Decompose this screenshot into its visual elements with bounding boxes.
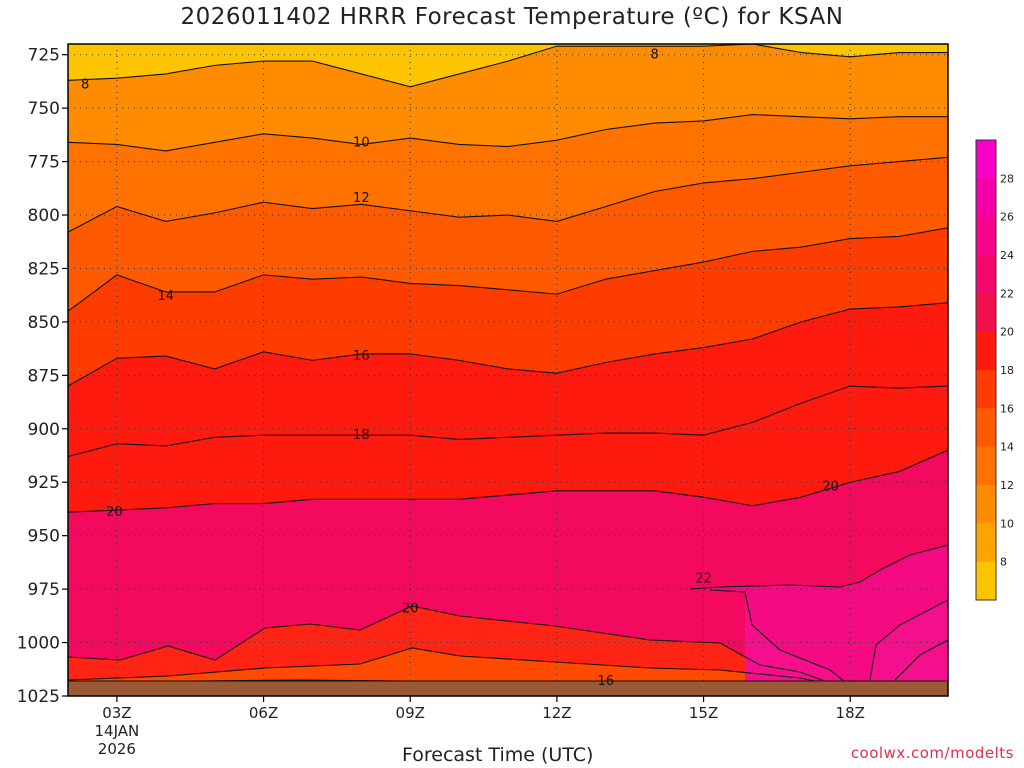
x-tick-label-15z: 15Z xyxy=(689,704,718,722)
y-tick-label-900: 900 xyxy=(28,420,60,440)
y-tick-label-725: 725 xyxy=(28,46,60,66)
isotherm-label-bg-14-0 xyxy=(156,289,176,303)
y-tick-label-775: 775 xyxy=(28,153,60,173)
colorbar-tick-24: 24 xyxy=(1000,249,1014,262)
isotherm-label-20-1: 20 xyxy=(822,480,839,495)
colorbar-tick-28: 28 xyxy=(1000,172,1014,185)
colorbar-tick-14: 14 xyxy=(1000,441,1014,454)
isotherm-label-bg-18-0 xyxy=(351,428,371,442)
colorbar-swatch-7 xyxy=(976,408,996,448)
band-coldest xyxy=(68,44,948,87)
x-tick-label-18z: 18Z xyxy=(836,704,865,722)
colorbar-swatch-6 xyxy=(976,370,996,409)
isotherm-label-18-0: 18 xyxy=(353,428,370,443)
colorbar-swatch-9 xyxy=(976,485,996,524)
isotherm-label-bg-22-0 xyxy=(694,571,714,585)
y-tick-label-1000: 1000 xyxy=(17,634,60,654)
isotherm-label-bg-20-1 xyxy=(821,480,841,494)
isotherm-label-bg-8-0 xyxy=(79,78,91,92)
y-tick-label-825: 825 xyxy=(28,259,60,279)
isotherm-label-bg-16-0 xyxy=(351,349,371,363)
x-date-label-1: 2026 xyxy=(98,740,136,758)
x-tick-label-09z: 09Z xyxy=(396,704,425,722)
isotherm-18-line xyxy=(68,385,948,458)
colorbar-swatch-0 xyxy=(976,140,996,179)
x-tick-label-06z: 06Z xyxy=(249,704,278,722)
x-axis-label: Forecast Time (UTC) xyxy=(402,744,594,766)
pressure-axis: 725 750 775 800 825 850 875 900 925 950 975 1000 102… xyxy=(17,46,68,707)
y-tick-label-875: 875 xyxy=(28,366,60,386)
isotherm-label-14-0: 14 xyxy=(158,289,175,304)
colorbar-tick-18: 18 xyxy=(1000,364,1014,377)
colorbar-swatch-5 xyxy=(976,331,996,371)
isotherm-label-bg-10-0 xyxy=(351,135,371,149)
colorbar-tick-12: 12 xyxy=(1000,479,1014,492)
isotherm-label-20-0: 20 xyxy=(402,601,419,616)
colorbar-tick-20: 20 xyxy=(1000,326,1014,339)
chart-title: 2026011402 HRRR Forecast Temperature (ºC… xyxy=(180,4,844,30)
x-tick-label-03z: 03Z xyxy=(102,704,131,722)
y-tick-label-950: 950 xyxy=(28,527,60,547)
ground-layer xyxy=(68,680,948,696)
ground-fill xyxy=(68,681,948,696)
isotherm-10-line xyxy=(68,113,948,152)
x-tick-label-12z: 12Z xyxy=(542,704,571,722)
source-credit[interactable]: coolwx.com/modelts xyxy=(850,744,1014,762)
isotherm-20-segment-4 xyxy=(894,639,948,681)
isotherm-8-line xyxy=(68,44,948,88)
y-tick-label-925: 925 xyxy=(28,473,60,493)
y-tick-label-800: 800 xyxy=(28,206,60,226)
isotherm-label-8-1: 8 xyxy=(651,48,659,63)
grid-lines xyxy=(68,44,948,696)
isotherm-label-bg-20-0 xyxy=(104,505,124,519)
isotherm-label-22-0: 22 xyxy=(695,571,712,586)
isotherm-label-16-0: 16 xyxy=(353,349,370,364)
isotherm-20-line xyxy=(68,449,948,513)
isotherm-label-bg-12-0 xyxy=(351,191,371,205)
colorbar-swatch-8 xyxy=(976,446,996,486)
colorbar-tick-8: 8 xyxy=(1000,556,1007,569)
isotherm-label-8-0: 8 xyxy=(81,78,89,93)
temperature-fill-bands xyxy=(68,44,948,696)
colorbar-tick-26: 26 xyxy=(1000,211,1014,224)
colorbar-tick-16: 16 xyxy=(1000,402,1014,415)
colorbar-swatch-3 xyxy=(976,255,996,294)
isotherm-label-20-0: 20 xyxy=(106,505,123,520)
isotherm-label-bg-8-1 xyxy=(649,48,661,62)
isotherm-16-line xyxy=(68,302,948,387)
y-tick-label-1025: 1025 xyxy=(17,687,60,707)
isotherm-22-segment-2 xyxy=(709,589,846,683)
colorbar-swatch-10 xyxy=(976,523,996,563)
colorbar: 8 10 12 14 16 18 20 22 24 26 28 xyxy=(975,139,1014,601)
isotherm-label-16-0: 16 xyxy=(598,674,615,689)
band-warm-core xyxy=(745,592,948,696)
colorbar-swatch-4 xyxy=(976,293,996,333)
colorbar-swatch-11 xyxy=(976,561,996,601)
isotherm-lines xyxy=(68,44,948,685)
colorbar-tick-22: 22 xyxy=(1000,287,1014,300)
isotherm-12-line xyxy=(68,156,948,233)
isotherm-22-segment-3 xyxy=(869,599,948,681)
y-tick-label-850: 850 xyxy=(28,313,60,333)
colorbar-swatch-1 xyxy=(976,178,996,218)
isotherm-label-bg-16-0 xyxy=(596,674,616,688)
isotherm-labels: 8 8 10 12 14 16 18 20 20 22 20 16 xyxy=(79,48,841,689)
y-tick-label-975: 975 xyxy=(28,580,60,600)
colorbar-frame xyxy=(975,139,997,601)
isotherm-20-segment-1 xyxy=(68,605,831,684)
isotherm-18-segment-5 xyxy=(68,647,831,685)
plot-frame xyxy=(67,43,949,697)
isotherm-22-segment-0 xyxy=(689,544,948,590)
isotherm-label-bg-20-0 xyxy=(400,601,420,615)
colorbar-tick-10: 10 xyxy=(1000,517,1014,530)
isotherm-14-line xyxy=(68,227,948,312)
band-above-10 xyxy=(68,44,948,151)
colorbar-swatch-2 xyxy=(976,216,996,256)
isotherm-label-12-0: 12 xyxy=(353,191,370,206)
x-date-label-0: 14JAN xyxy=(95,722,140,740)
y-tick-label-750: 750 xyxy=(28,99,60,119)
isotherm-label-10-0: 10 xyxy=(353,135,370,150)
